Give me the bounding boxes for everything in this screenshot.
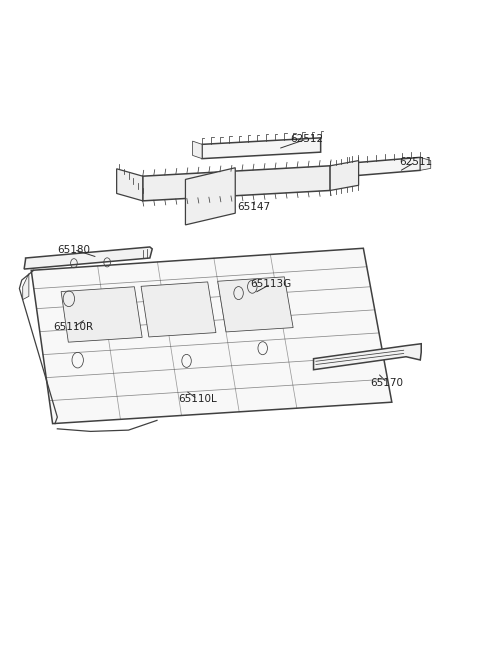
- Polygon shape: [24, 247, 152, 269]
- Text: 65147: 65147: [238, 202, 271, 212]
- Text: 65113G: 65113G: [250, 279, 291, 289]
- Text: 65180: 65180: [58, 244, 90, 255]
- Polygon shape: [143, 166, 330, 201]
- Polygon shape: [218, 277, 293, 332]
- Polygon shape: [23, 274, 29, 299]
- Polygon shape: [349, 157, 420, 176]
- Polygon shape: [31, 248, 392, 424]
- Polygon shape: [141, 282, 216, 337]
- Polygon shape: [330, 160, 359, 191]
- Text: 65110R: 65110R: [53, 322, 93, 333]
- Polygon shape: [420, 157, 431, 170]
- Text: 65110L: 65110L: [178, 394, 216, 404]
- Text: 65170: 65170: [371, 378, 404, 388]
- Text: 62512: 62512: [290, 134, 323, 144]
- Polygon shape: [202, 138, 321, 159]
- Polygon shape: [313, 344, 421, 369]
- Polygon shape: [61, 287, 142, 342]
- Polygon shape: [185, 168, 235, 225]
- Text: 62511: 62511: [399, 157, 432, 167]
- Polygon shape: [117, 169, 143, 201]
- Polygon shape: [192, 141, 202, 159]
- Polygon shape: [223, 289, 254, 299]
